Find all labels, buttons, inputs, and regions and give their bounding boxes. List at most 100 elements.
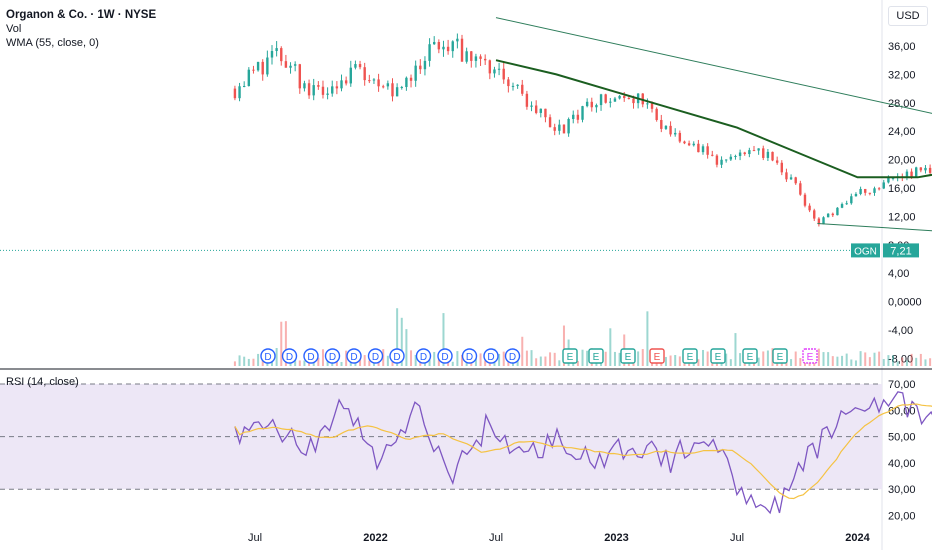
volume-bar bbox=[326, 357, 329, 366]
candle-body bbox=[868, 192, 872, 194]
volume-bar bbox=[530, 350, 533, 366]
candle-body bbox=[766, 151, 770, 158]
earnings-marker[interactable] bbox=[710, 348, 726, 364]
volume-bar bbox=[739, 353, 742, 366]
volume-bar bbox=[257, 353, 260, 366]
trendline[interactable] bbox=[817, 223, 932, 263]
candle-body bbox=[312, 85, 315, 96]
currency-button[interactable]: USD bbox=[888, 6, 928, 26]
candle-body bbox=[609, 101, 612, 103]
volume-bar bbox=[280, 321, 283, 366]
candle-body bbox=[553, 127, 556, 131]
candle-body bbox=[720, 159, 723, 165]
candle-body bbox=[419, 65, 422, 70]
candle-body bbox=[335, 86, 339, 89]
volume-bar bbox=[799, 358, 802, 366]
dividend-marker-label: D bbox=[372, 352, 379, 363]
candle-body bbox=[562, 124, 566, 134]
volume-bar bbox=[400, 317, 403, 366]
x-tick-label: 2024 bbox=[845, 532, 870, 544]
rsi-legend[interactable]: RSI (14, close) bbox=[6, 376, 79, 388]
volume-bar bbox=[581, 349, 584, 366]
candle-body bbox=[405, 77, 408, 88]
volume-bar bbox=[391, 361, 394, 366]
volume-bar bbox=[836, 356, 839, 366]
volume-bar bbox=[410, 350, 413, 366]
earnings-marker[interactable] bbox=[562, 348, 578, 364]
volume-bar bbox=[340, 361, 343, 366]
candle-body bbox=[382, 86, 385, 88]
candle-body bbox=[437, 42, 441, 50]
earnings-marker[interactable] bbox=[682, 348, 698, 364]
dividend-marker[interactable] bbox=[483, 348, 499, 364]
dividend-marker-label: D bbox=[264, 352, 271, 363]
candle-body bbox=[604, 94, 607, 103]
dividend-marker-label: D bbox=[286, 352, 293, 363]
dividend-marker[interactable] bbox=[504, 348, 521, 364]
volume-legend[interactable]: Vol bbox=[6, 23, 22, 35]
volume-bar bbox=[275, 348, 278, 366]
volume-bar bbox=[423, 361, 426, 366]
volume-bar bbox=[396, 308, 399, 366]
volume-bar bbox=[539, 356, 542, 366]
volume-bar bbox=[813, 361, 816, 366]
volume-bar bbox=[697, 359, 700, 366]
volume-bar bbox=[456, 351, 459, 366]
candle-body bbox=[692, 143, 695, 146]
earnings-marker[interactable] bbox=[772, 348, 788, 364]
earnings-marker[interactable] bbox=[588, 348, 604, 364]
volume-bar bbox=[669, 355, 672, 366]
dividend-marker[interactable] bbox=[461, 348, 478, 364]
dividend-marker[interactable] bbox=[346, 348, 362, 364]
candle-body bbox=[590, 101, 593, 108]
dividend-marker-label: D bbox=[350, 352, 357, 363]
dividend-marker[interactable] bbox=[389, 348, 405, 364]
candle-body bbox=[687, 143, 691, 146]
dividend-marker-label: D bbox=[441, 352, 448, 363]
candle-body bbox=[646, 103, 649, 105]
volume-bar bbox=[859, 351, 862, 366]
volume-bar bbox=[576, 360, 579, 366]
earnings-marker-label: E bbox=[807, 352, 814, 363]
candle-body bbox=[442, 46, 445, 50]
candle-body bbox=[840, 204, 844, 208]
dividend-marker[interactable] bbox=[367, 348, 384, 364]
candle-body bbox=[845, 203, 848, 205]
candle-body bbox=[627, 98, 631, 100]
candle-body bbox=[479, 56, 482, 59]
price-y-tick: 4,00 bbox=[888, 268, 909, 280]
earnings-marker[interactable] bbox=[649, 348, 665, 364]
rsi-y-tick: 70,00 bbox=[888, 379, 916, 391]
candle-body bbox=[585, 101, 589, 107]
candle-body bbox=[808, 205, 811, 211]
dividend-marker[interactable] bbox=[303, 348, 319, 364]
earnings-marker[interactable] bbox=[802, 348, 818, 364]
candle-body bbox=[891, 177, 895, 179]
candle-body bbox=[280, 48, 283, 62]
trendline[interactable] bbox=[495, 17, 932, 225]
volume-bar bbox=[887, 355, 890, 366]
candle-body bbox=[813, 210, 816, 219]
volume-bar bbox=[243, 356, 246, 366]
dividend-marker[interactable] bbox=[281, 348, 298, 364]
candle-body bbox=[340, 80, 343, 89]
dividend-marker[interactable] bbox=[437, 348, 453, 364]
dividend-marker[interactable] bbox=[324, 348, 341, 364]
candle-body bbox=[493, 69, 496, 74]
candle-body bbox=[683, 141, 686, 144]
dividend-marker[interactable] bbox=[260, 348, 276, 364]
symbol-title[interactable]: Organon & Co. · 1W · NYSE bbox=[6, 9, 157, 21]
candle-body bbox=[331, 86, 334, 94]
candle-body bbox=[706, 146, 709, 155]
dividend-marker[interactable] bbox=[415, 348, 432, 364]
wma-legend[interactable]: WMA (55, close, 0) bbox=[6, 37, 99, 49]
dividend-marker-label: D bbox=[393, 352, 400, 363]
volume-bar bbox=[674, 355, 677, 366]
volume-bar bbox=[433, 351, 436, 366]
earnings-marker-label: E bbox=[687, 352, 694, 363]
earnings-marker[interactable] bbox=[742, 348, 758, 364]
earnings-marker[interactable] bbox=[620, 348, 636, 364]
candle-body bbox=[613, 98, 617, 102]
volume-bar bbox=[854, 360, 857, 366]
